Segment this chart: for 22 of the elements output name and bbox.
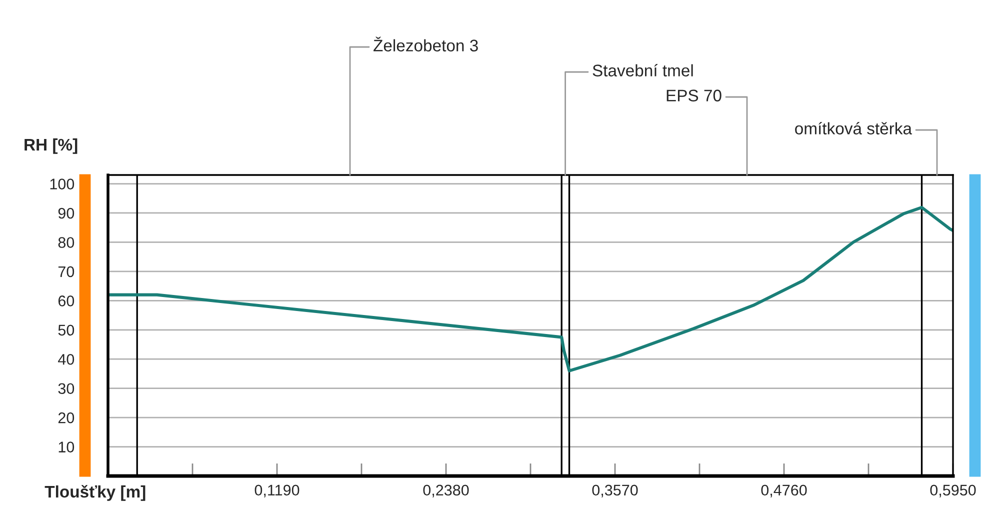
x-axis-title: Tloušťky [m] [44, 485, 146, 501]
annotation: Stavební tmel [592, 64, 693, 76]
y-tick-label: 50 [58, 324, 74, 336]
text: EPS 70 [666, 90, 722, 102]
x-tick-label: 0,4760 [761, 484, 807, 498]
y-tick-label: 70 [58, 266, 74, 278]
x-tick-label: 0,2380 [423, 484, 469, 498]
x-tick-label: 0,5950 [930, 484, 976, 498]
y-axis-title: RH [%] [24, 138, 78, 154]
y-tick-label: 20 [58, 412, 74, 424]
y-tick-label: 80 [58, 237, 74, 248]
x-tick-label: 0,3570 [592, 484, 638, 498]
y-tick-label: 40 [58, 354, 74, 365]
x-tick-label: 0,1190 [254, 484, 300, 498]
y-tick-label: 90 [58, 208, 74, 219]
y-tick-label: 100 [50, 178, 74, 190]
y-tick-label: 60 [58, 296, 74, 306]
text: Železobeton 3 [374, 36, 478, 52]
line-series [108, 206, 953, 372]
y-tick-label: 10 [58, 442, 74, 452]
text: omítková stěrka [795, 122, 912, 134]
y-tick-label: 30 [58, 383, 74, 394]
